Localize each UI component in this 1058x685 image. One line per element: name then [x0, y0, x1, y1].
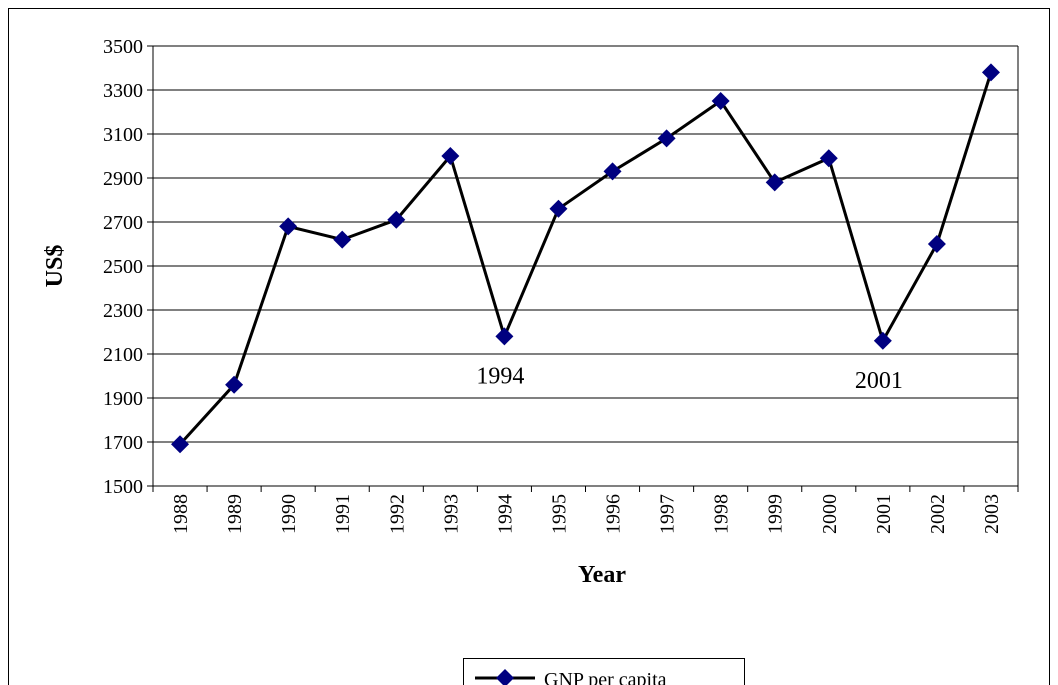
x-tick-label: 1994 — [494, 494, 516, 534]
y-tick-label: 2700 — [103, 212, 143, 234]
marker — [873, 331, 892, 350]
marker — [819, 149, 838, 168]
x-tick-label: 1991 — [332, 494, 354, 534]
x-tick-label: 2002 — [927, 494, 949, 534]
marker — [981, 63, 1000, 82]
y-tick-label: 2300 — [103, 300, 143, 322]
marker — [603, 162, 622, 181]
marker — [441, 147, 460, 165]
marker — [657, 129, 676, 148]
x-tick-label: 1995 — [548, 494, 570, 534]
chart-border — [8, 8, 1050, 685]
x-tick-label: 1993 — [440, 494, 462, 534]
y-tick-label: 1700 — [103, 432, 143, 454]
x-tick-label: 1990 — [278, 494, 300, 534]
x-tick-label: 1998 — [711, 494, 733, 534]
y-tick-label: 3100 — [103, 124, 143, 146]
legend-label: GNP per capita — [544, 669, 667, 685]
series-line — [178, 71, 993, 446]
marker — [765, 173, 784, 192]
marker — [387, 210, 406, 229]
marker — [927, 235, 946, 253]
x-tick-label: 1989 — [224, 494, 246, 534]
x-tick-label: 1996 — [603, 494, 625, 534]
y-tick-label: 3500 — [103, 36, 143, 58]
marker — [495, 327, 514, 346]
marker — [171, 435, 190, 454]
marker — [279, 217, 298, 236]
y-tick-label: 3300 — [103, 80, 143, 102]
y-tick-label: 2100 — [103, 344, 143, 366]
y-tick-label: 1500 — [103, 476, 143, 498]
y-tick-label: 2500 — [103, 256, 143, 278]
marker — [225, 375, 244, 394]
x-tick-label: 1999 — [765, 494, 787, 534]
marker — [711, 92, 730, 110]
annotation: 2001 — [855, 368, 903, 394]
annotation: 1994 — [476, 363, 524, 389]
y-tick-label: 2900 — [103, 168, 143, 190]
x-axis-title: Year — [578, 562, 626, 588]
y-axis-title: US$ — [42, 245, 68, 288]
marker — [333, 230, 352, 249]
x-tick-label: 1997 — [657, 494, 679, 534]
x-tick-label: 2003 — [981, 494, 1003, 534]
x-tick-label: 2001 — [873, 494, 895, 534]
y-tick-label: 1900 — [103, 388, 143, 410]
x-tick-label: 1992 — [386, 494, 408, 534]
x-tick-label: 1988 — [170, 494, 192, 534]
marker — [549, 199, 568, 218]
legend-marker — [496, 669, 514, 685]
x-tick-label: 2000 — [819, 494, 841, 534]
